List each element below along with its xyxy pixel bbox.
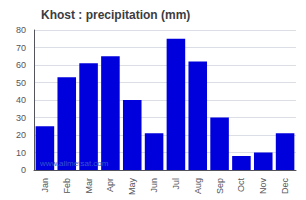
svg-text:Oct: Oct — [236, 178, 246, 193]
svg-text:0: 0 — [21, 165, 26, 175]
svg-text:Dec: Dec — [280, 178, 290, 195]
svg-text:Sep: Sep — [215, 178, 225, 194]
svg-text:Feb: Feb — [62, 178, 72, 194]
svg-text:Nov: Nov — [258, 178, 268, 195]
svg-text:80: 80 — [16, 25, 26, 35]
svg-text:May: May — [127, 178, 137, 196]
svg-text:Apr: Apr — [105, 178, 115, 192]
svg-text:60: 60 — [16, 60, 26, 70]
svg-text:Mar: Mar — [84, 178, 94, 194]
svg-text:Khost : precipitation (mm): Khost : precipitation (mm) — [41, 8, 190, 22]
svg-text:Jan: Jan — [40, 178, 50, 193]
svg-text:Aug: Aug — [193, 178, 203, 194]
svg-text:20: 20 — [16, 130, 26, 140]
svg-text:10: 10 — [16, 148, 26, 158]
svg-text:Jun: Jun — [149, 178, 159, 193]
svg-text:70: 70 — [16, 43, 26, 53]
svg-text:Jul: Jul — [171, 178, 181, 190]
svg-text:40: 40 — [16, 95, 26, 105]
svg-text:30: 30 — [16, 113, 26, 123]
svg-text:50: 50 — [16, 78, 26, 88]
svg-text:www.allmetsat.com: www.allmetsat.com — [39, 159, 109, 168]
